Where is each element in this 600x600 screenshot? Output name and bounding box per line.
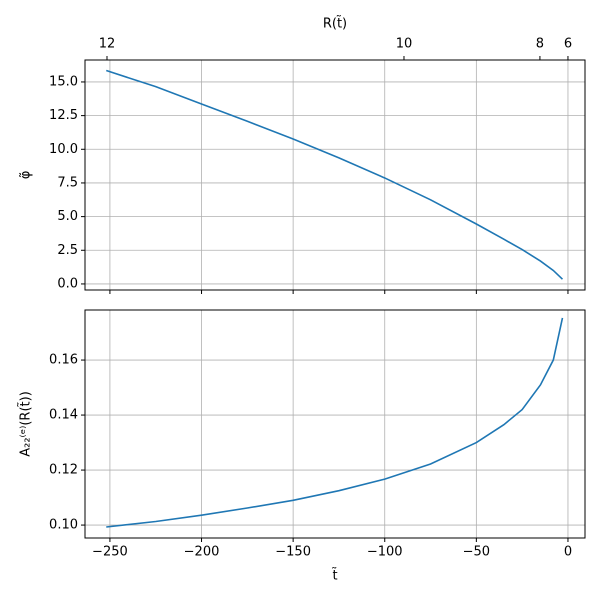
y-tick-label: 15.0 (49, 74, 78, 89)
y-tick-label: 0.10 (49, 518, 78, 533)
y-tick-label: 10.0 (49, 142, 78, 157)
x2-tick-label: 8 (536, 37, 544, 52)
data-line (106, 69, 564, 280)
y-axis-label: A₂₂⁽ᵉ⁾(R(t̃)) (18, 391, 33, 457)
x2-tick-label: 6 (564, 37, 572, 52)
y-tick-label: 0.12 (49, 463, 78, 478)
x-axis-label: t̃ (331, 568, 337, 583)
y-tick-label: 0.16 (49, 353, 78, 368)
y-tick-label: 12.5 (49, 108, 78, 123)
axes-frame (84, 309, 586, 539)
x-tick-label: −100 (367, 545, 403, 560)
x2-tick-label: 12 (99, 37, 116, 52)
x-tick-label: −50 (463, 545, 490, 560)
x-tick-label: −250 (92, 545, 128, 560)
x2-axis-label: R(t̃) (323, 16, 347, 31)
y-tick-label: 5.0 (57, 209, 78, 224)
y-tick-label: 0.0 (57, 276, 78, 291)
axes-frame (84, 59, 586, 291)
x-tick-label: −150 (275, 545, 311, 560)
y-tick-label: 0.14 (49, 408, 78, 423)
y-axis-label: φ̃ (19, 171, 34, 180)
x2-tick-label: 10 (396, 37, 413, 52)
x-tick-label: −200 (184, 545, 220, 560)
x-tick-label: 0 (564, 545, 572, 560)
y-tick-label: 2.5 (57, 243, 78, 258)
y-tick-label: 7.5 (57, 175, 78, 190)
data-line (106, 317, 564, 528)
